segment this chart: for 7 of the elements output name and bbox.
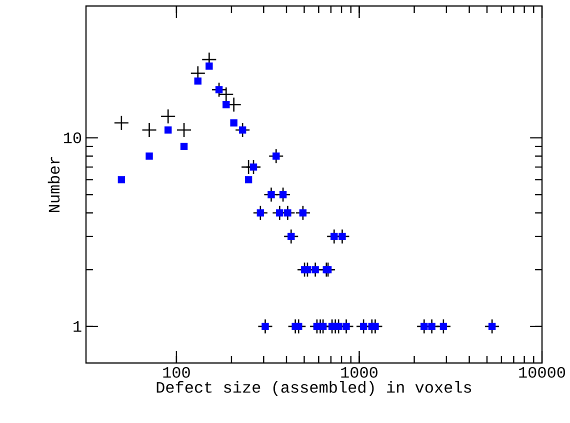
x-axis-title: Defect size (assembled) in voxels — [156, 381, 472, 396]
y-tick-label: 10 — [64, 132, 82, 144]
y-axis-title: Number — [48, 157, 60, 212]
x-tick-label: 100 — [163, 366, 190, 378]
x-tick-label: 10000 — [519, 366, 566, 378]
y-tick-label: 1 — [74, 321, 82, 332]
x-tick-label: 1000 — [341, 366, 378, 378]
